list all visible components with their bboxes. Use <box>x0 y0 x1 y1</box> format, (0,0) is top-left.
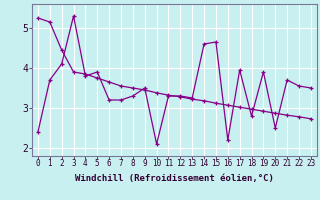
X-axis label: Windchill (Refroidissement éolien,°C): Windchill (Refroidissement éolien,°C) <box>75 174 274 183</box>
